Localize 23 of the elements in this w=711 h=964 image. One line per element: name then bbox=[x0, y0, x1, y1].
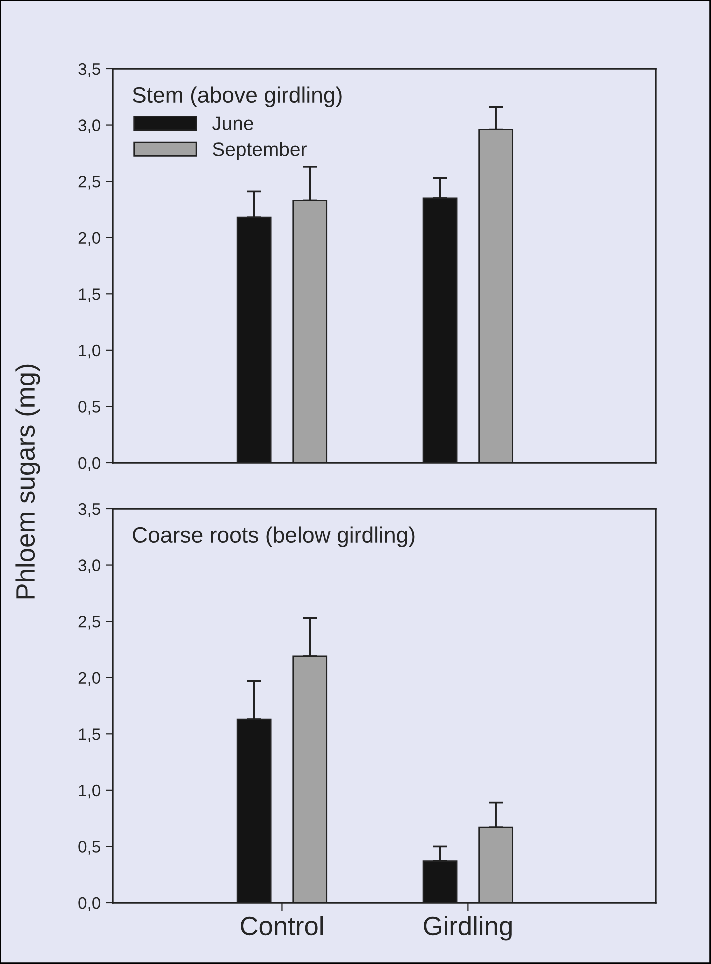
text: Stem (above girdling) bbox=[133, 86, 342, 108]
legend-label: June bbox=[212, 116, 254, 130]
y-tick-label: 1,5 bbox=[79, 728, 100, 742]
text: Coarse roots (below girdling) bbox=[133, 526, 415, 548]
y-tick-label: 1,5 bbox=[79, 288, 100, 302]
y-tick-label: 2,0 bbox=[78, 672, 101, 686]
x-tick-label: Girdling bbox=[424, 916, 512, 941]
y-tick-label: 1,0 bbox=[79, 784, 101, 799]
y-tick-label: 2,5 bbox=[78, 176, 100, 190]
y-tick-label: 2,0 bbox=[78, 232, 101, 246]
y-tick-label: 3,5 bbox=[78, 503, 100, 518]
y-tick-label: 0,0 bbox=[78, 897, 101, 912]
y-tick-label: 2,5 bbox=[78, 616, 100, 630]
x-tick-label: Control bbox=[241, 916, 323, 936]
y-tick-label: 3,5 bbox=[78, 63, 100, 78]
y-tick-label: 1,0 bbox=[79, 344, 101, 359]
y-axis-title: Phloem sugars (mg) bbox=[16, 364, 40, 599]
y-tick-label: 3,0 bbox=[78, 120, 101, 134]
y-tick-label: 3,0 bbox=[78, 560, 101, 574]
y-tick-label: 0,5 bbox=[78, 401, 100, 415]
legend-label: September bbox=[213, 142, 307, 160]
y-tick-label: 0,5 bbox=[78, 841, 100, 855]
y-tick-label: 0,0 bbox=[78, 457, 101, 472]
